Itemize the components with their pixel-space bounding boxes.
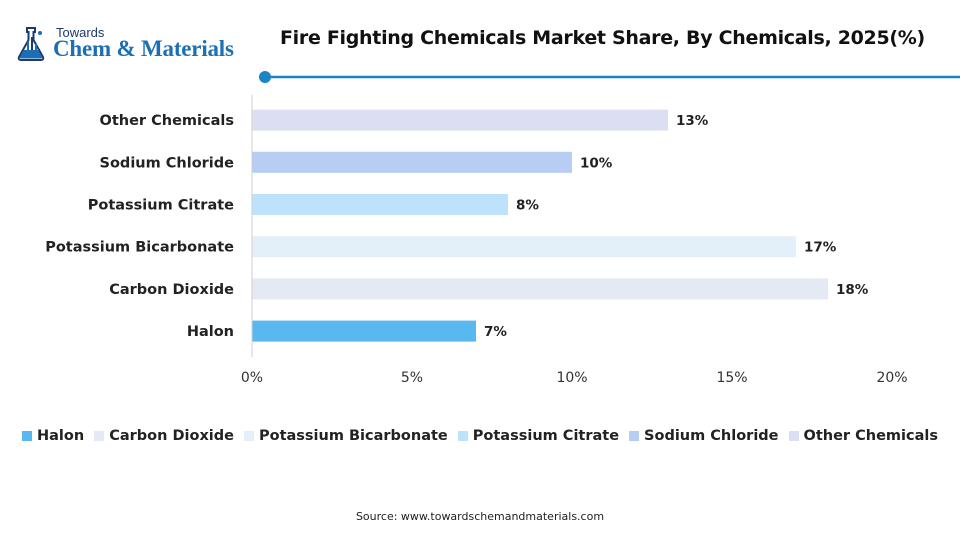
x-tick-label: 15% [716, 370, 747, 386]
bar-halon [252, 320, 476, 342]
category-label-carbon-dioxide: Carbon Dioxide [109, 282, 234, 298]
legend-label: Other Chemicals [803, 428, 938, 444]
category-label-potassium-citrate: Potassium Citrate [88, 198, 234, 214]
bar-chart: Halon Carbon Dioxide Potassium Bicarbonate… [45, 95, 908, 386]
legend-swatch [243, 431, 254, 441]
chart-title: Fire Fighting Chemicals Market Share, By… [280, 27, 925, 49]
legend-swatch [94, 431, 105, 441]
legend-item-sodium-chloride: Sodium Chloride [629, 428, 779, 444]
value-label-carbon-dioxide: 18% [836, 282, 869, 298]
legend-swatch [22, 431, 32, 441]
bar-carbon-dioxide [252, 278, 828, 300]
bar-other-chemicals [252, 109, 668, 131]
value-label-halon: 7% [484, 324, 507, 340]
category-labels: Halon Carbon Dioxide Potassium Bicarbonate… [45, 113, 234, 340]
x-tick-labels: 0% 5% 10% 15% 20% [241, 370, 908, 386]
bar-potassium-bicarbonate [252, 236, 796, 258]
title-divider [259, 71, 960, 83]
legend-item-halon: Halon [22, 428, 84, 444]
category-label-other-chemicals: Other Chemicals [100, 113, 234, 129]
legend-label: Sodium Chloride [644, 428, 779, 444]
category-label-potassium-bicarbonate: Potassium Bicarbonate [45, 240, 234, 256]
legend-swatch [629, 431, 640, 441]
brand-logo: Towards Chem & Materials [16, 24, 251, 66]
legend-item-potassium-bicarbonate: Potassium Bicarbonate [243, 428, 448, 444]
legend-label: Halon [37, 428, 85, 444]
legend-item-other-chemicals: Other Chemicals [788, 428, 938, 444]
value-label-potassium-bicarbonate: 17% [804, 240, 837, 256]
x-tick-label: 20% [876, 370, 907, 386]
legend-swatch [457, 431, 468, 441]
legend: Halon Carbon Dioxide Potassium Bicarbonate… [0, 428, 960, 444]
legend-item-potassium-citrate: Potassium Citrate [457, 428, 620, 444]
value-label-potassium-citrate: 8% [516, 198, 539, 214]
value-labels: 7% 18% 17% 8% 10% 13% [484, 113, 869, 340]
brand-small-text: Towards [56, 25, 105, 40]
legend-label: Potassium Citrate [472, 428, 620, 444]
bar-sodium-chloride [252, 151, 572, 173]
legend-swatch [788, 431, 799, 441]
bar-potassium-citrate [252, 194, 508, 215]
value-label-other-chemicals: 13% [676, 113, 709, 129]
x-tick-label: 0% [241, 370, 263, 386]
legend-label: Potassium Bicarbonate [258, 428, 448, 444]
legend-item-carbon-dioxide: Carbon Dioxide [94, 428, 234, 444]
x-tick-label: 10% [556, 370, 587, 386]
source-note: Source: www.towardschemandmaterials.com [355, 510, 605, 523]
category-label-sodium-chloride: Sodium Chloride [100, 155, 235, 171]
legend-label: Carbon Dioxide [109, 428, 234, 444]
bars [252, 109, 828, 342]
category-label-halon: Halon [187, 324, 234, 340]
value-label-sodium-chloride: 10% [580, 155, 613, 171]
brand-name: Chem & Materials [53, 36, 234, 61]
flask-icon [17, 27, 45, 61]
x-tick-label: 5% [401, 370, 423, 386]
